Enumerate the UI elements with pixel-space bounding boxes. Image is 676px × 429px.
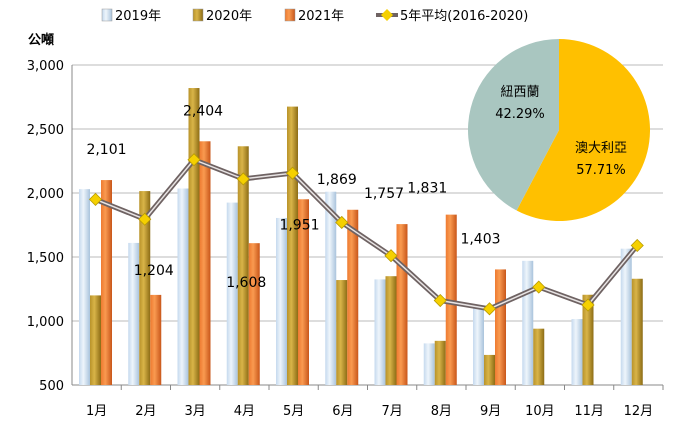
pie-slice	[468, 39, 559, 211]
x-tick-label: 12月	[624, 404, 654, 419]
avg-line	[95, 158, 638, 310]
legend-swatch	[101, 8, 113, 22]
avg-point	[335, 215, 349, 230]
data-label: 2,404	[183, 103, 223, 119]
y-tick-label: 2,500	[27, 123, 64, 138]
data-label: 1,757	[364, 186, 404, 202]
bar-2019年	[423, 343, 435, 385]
y-tick-label: 1,500	[27, 251, 64, 266]
legend-marker	[381, 9, 393, 21]
x-tick-label: 8月	[431, 404, 452, 419]
bar-2019年	[325, 191, 337, 385]
bar-2021年	[248, 243, 260, 385]
x-tick-label: 9月	[480, 404, 501, 419]
bar-2020年	[582, 294, 594, 385]
x-tick-label: 4月	[234, 404, 255, 419]
y-tick-label: 1,000	[27, 315, 64, 330]
avg-point	[433, 293, 447, 308]
avg-point	[285, 166, 300, 180]
data-label: 1,403	[460, 231, 500, 247]
avg-point	[384, 249, 398, 263]
data-label: 1,951	[279, 217, 319, 233]
bar-2021年	[150, 294, 162, 385]
bar-2020年	[139, 191, 151, 385]
y-tick-label: 3,000	[27, 59, 64, 74]
y-axis-label: 公噸	[28, 32, 54, 48]
legend-label: 2020年	[206, 9, 252, 24]
bar-2020年	[237, 146, 249, 385]
legend-label: 2021年	[298, 9, 344, 24]
x-tick-label: 3月	[184, 404, 205, 419]
data-label: 1,608	[226, 275, 266, 291]
bar-2019年	[226, 202, 238, 385]
avg-point	[138, 212, 152, 226]
data-label: 1,869	[317, 172, 357, 188]
y-tick-label: 2,000	[27, 187, 64, 202]
x-tick-label: 2月	[135, 404, 156, 419]
bar-2019年	[79, 189, 90, 385]
pie-slice	[516, 39, 650, 221]
bar-2021年	[101, 180, 112, 385]
pie-percent: 57.71%	[576, 163, 626, 178]
data-label: 2,101	[86, 142, 126, 158]
avg-point	[482, 302, 497, 316]
legend-label: 2019年	[115, 9, 161, 24]
bar-2019年	[276, 217, 287, 385]
avg-point	[630, 238, 644, 253]
bar-2021年	[199, 141, 211, 385]
bar-2019年	[620, 248, 632, 385]
bar-2020年	[90, 295, 101, 385]
bar-2020年	[533, 328, 545, 385]
avg-point	[532, 280, 546, 294]
avg-point	[581, 298, 595, 312]
bar-2020年	[484, 354, 495, 385]
avg-point	[236, 172, 250, 186]
x-tick-label: 6月	[332, 404, 353, 419]
bar-2019年	[128, 242, 140, 385]
x-tick-label: 5月	[283, 404, 304, 419]
legend-swatch	[284, 8, 296, 22]
legend-swatch	[192, 8, 204, 22]
x-tick-label: 1月	[86, 404, 107, 419]
pie-percent: 42.29%	[495, 107, 545, 122]
bar-2019年	[177, 188, 189, 385]
bar-2021年	[495, 269, 506, 385]
legend-label: 5年平均(2016-2020)	[400, 9, 528, 24]
bar-2019年	[522, 260, 534, 385]
bar-2019年	[374, 279, 386, 385]
x-tick-label: 11月	[574, 404, 604, 419]
x-tick-label: 7月	[381, 404, 402, 419]
bar-2019年	[571, 319, 583, 385]
bar-2021年	[347, 209, 359, 385]
bar-2020年	[385, 276, 397, 385]
data-label: 1,204	[134, 263, 174, 279]
bar-2021年	[445, 214, 457, 385]
avg-point	[88, 192, 103, 206]
pie-label: 紐西蘭	[500, 84, 539, 100]
bar-2020年	[188, 88, 200, 385]
y-tick-label: 500	[39, 379, 64, 394]
x-tick-label: 10月	[525, 404, 555, 419]
avg-point	[187, 153, 201, 167]
bar-2021年	[298, 199, 309, 385]
data-label: 1,831	[407, 181, 447, 197]
bar-2020年	[336, 280, 348, 385]
pie-label: 澳大利亞	[575, 140, 627, 156]
bar-2021年	[396, 224, 408, 385]
bar-2020年	[287, 106, 298, 385]
bar-2019年	[473, 306, 484, 385]
bar-2020年	[631, 278, 643, 385]
bar-2020年	[434, 340, 446, 385]
